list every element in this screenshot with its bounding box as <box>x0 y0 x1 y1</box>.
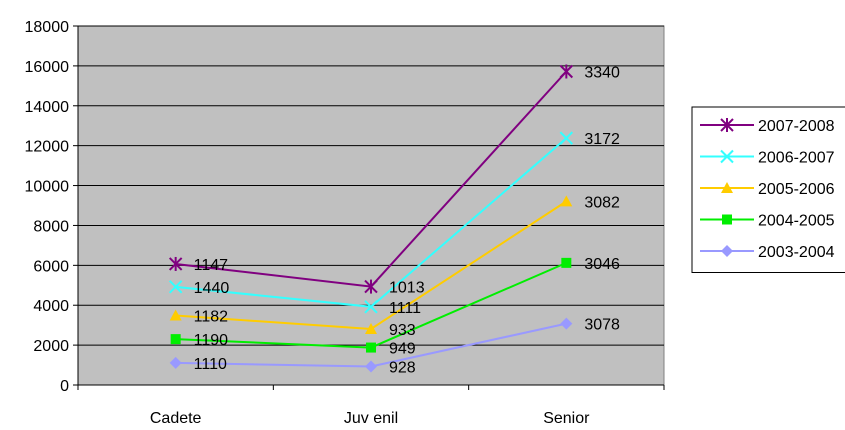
y-tick-label: 2000 <box>33 338 69 355</box>
data-point-marker <box>721 245 733 257</box>
series-lines <box>168 64 574 373</box>
legend-entry: 2004-2005 <box>700 213 835 230</box>
data-point-marker <box>722 214 732 225</box>
legend-label: 2006-2007 <box>758 150 835 167</box>
data-point-marker <box>169 356 182 369</box>
y-tick-label: 8000 <box>33 218 69 235</box>
y-tick-label: 6000 <box>33 258 69 275</box>
data-point-marker <box>560 317 573 330</box>
data-point-marker <box>169 309 182 321</box>
legend-label: 2004-2005 <box>758 213 835 230</box>
data-point-marker <box>366 342 376 353</box>
data-label: 933 <box>389 322 416 339</box>
legend-entry: 2003-2004 <box>700 244 835 261</box>
legend-box <box>691 106 845 273</box>
data-point-marker <box>559 64 574 79</box>
data-point-marker <box>364 300 378 314</box>
y-tick-label: 0 <box>60 378 69 395</box>
legend-label: 2005-2006 <box>758 181 835 198</box>
data-label: 1182 <box>194 309 229 326</box>
x-tick-label: Juv enil <box>344 410 398 427</box>
data-point-marker <box>559 131 574 145</box>
legend-label: 2007-2008 <box>758 118 835 135</box>
data-point-marker <box>720 149 734 164</box>
data-point-marker <box>365 360 377 373</box>
data-label: 1013 <box>389 280 425 297</box>
data-point-marker <box>364 279 378 294</box>
x-tick-label: Senior <box>543 410 590 427</box>
data-label: 3046 <box>584 256 620 273</box>
gridlines <box>78 25 664 346</box>
data-label: 949 <box>389 341 416 358</box>
data-point-marker <box>168 280 183 294</box>
y-tick-label: 18000 <box>25 19 70 36</box>
legend: 2007-2008 2006-2007 2005-2006 2004-2005 2003… <box>691 106 845 273</box>
data-point-marker <box>170 334 181 345</box>
data-label: 3082 <box>584 194 620 211</box>
y-tick-label: 12000 <box>25 139 70 156</box>
legend-entry: 2007-2008 <box>700 118 835 135</box>
data-point-marker <box>561 257 572 268</box>
data-label: 928 <box>389 359 416 376</box>
data-label: 1110 <box>194 356 227 373</box>
axes: 0 2000 4000 6000 8000 10000 12000 14000 16000 180… <box>25 19 665 427</box>
data-label: 1147 <box>194 257 229 274</box>
data-label: 1111 <box>389 300 421 317</box>
y-tick-label: 10000 <box>25 179 70 196</box>
x-tick-label: Cadete <box>150 410 202 427</box>
data-label: 3340 <box>584 65 620 82</box>
data-point-marker <box>720 118 734 132</box>
data-label: 1440 <box>194 280 230 297</box>
data-label: 3172 <box>584 131 620 148</box>
legend-entry: 2006-2007 <box>700 150 835 167</box>
y-tick-label: 16000 <box>25 59 70 76</box>
data-point-marker <box>560 195 573 207</box>
legend-label: 2003-2004 <box>758 244 835 261</box>
data-label: 1190 <box>194 332 229 349</box>
data-point-marker <box>168 256 183 271</box>
data-labels: 1110 928 3078 1190 949 3046 1182 933 3082 1440 111… <box>194 65 620 377</box>
data-label: 3078 <box>584 317 620 334</box>
legend-entry: 2005-2006 <box>700 181 835 198</box>
data-point-marker <box>721 182 733 193</box>
y-tick-label: 14000 <box>25 99 70 116</box>
data-point-marker <box>365 322 377 334</box>
y-tick-label: 4000 <box>33 298 69 315</box>
